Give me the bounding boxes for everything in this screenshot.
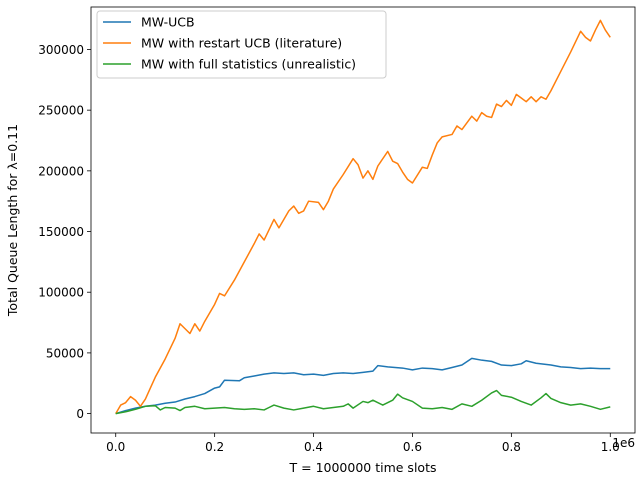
y-axis-label: Total Queue Length for λ=0.11 xyxy=(5,124,20,317)
series-line-2 xyxy=(115,389,611,415)
legend-label-0: MW-UCB xyxy=(141,15,195,30)
x-axis-label: T = 1000000 time slots xyxy=(289,460,437,475)
x-tick-label: 0.8 xyxy=(502,440,521,454)
x-tick-label: 0.2 xyxy=(205,440,224,454)
x-tick-label: 0.4 xyxy=(304,440,323,454)
x-tick-label: 0.6 xyxy=(403,440,422,454)
y-tick-label: 50000 xyxy=(46,346,84,360)
y-tick-label: 150000 xyxy=(38,225,84,239)
series-layer xyxy=(115,19,611,415)
y-axis: 0 50000 100000 150000 200000 250000 300000 xyxy=(38,43,91,421)
series-line-0 xyxy=(115,357,611,415)
x-tick-label: 1.0 xyxy=(601,440,620,454)
legend-box xyxy=(96,10,387,79)
y-tick-label: 250000 xyxy=(38,104,84,118)
plot-frame xyxy=(90,6,636,434)
x-axis-offset-label: 1e6 xyxy=(612,436,635,450)
series-line-1 xyxy=(115,19,611,414)
legend-label-2: MW with full statistics (unrealistic) xyxy=(141,57,356,72)
legend-label-1: MW with restart UCB (literature) xyxy=(141,36,342,51)
y-tick-label: 0 xyxy=(76,407,84,421)
y-tick-label: 200000 xyxy=(38,164,84,178)
x-axis: 0.0 0.2 0.4 0.6 0.8 1.0 xyxy=(106,433,620,454)
y-tick-label: 300000 xyxy=(38,43,84,57)
y-tick-label: 100000 xyxy=(38,286,84,300)
x-tick-label: 0.0 xyxy=(106,440,125,454)
legend: MW-UCB MW with restart UCB (literature) MW… xyxy=(96,10,387,79)
